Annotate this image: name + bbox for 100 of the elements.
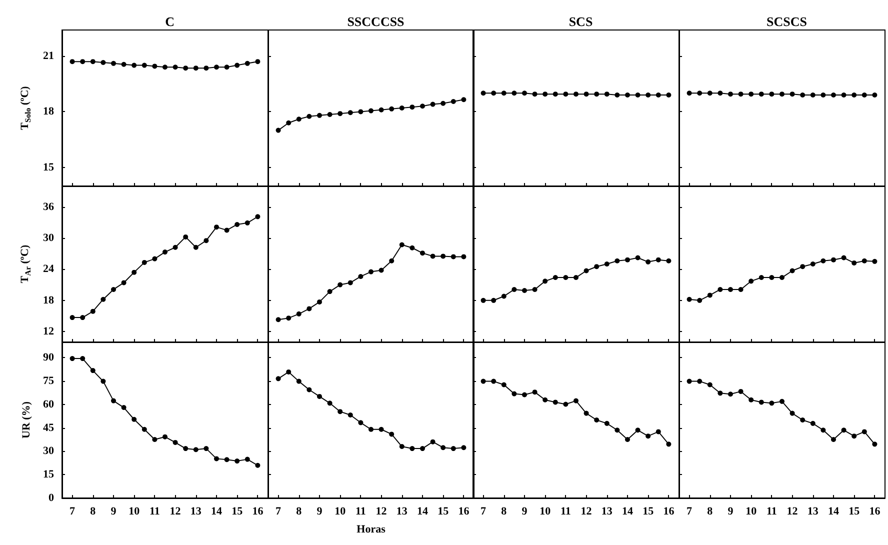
point bbox=[851, 260, 856, 266]
point bbox=[368, 269, 373, 274]
point bbox=[100, 378, 106, 384]
point bbox=[614, 258, 620, 264]
point bbox=[440, 100, 446, 106]
y-tick-label: 45 bbox=[43, 422, 54, 434]
x-tick-label: 9 bbox=[110, 506, 117, 518]
point bbox=[409, 446, 414, 452]
x-tick-label: 12 bbox=[375, 506, 387, 518]
point bbox=[172, 244, 178, 250]
x-tick-label: 15 bbox=[437, 506, 449, 518]
point bbox=[90, 368, 96, 374]
point bbox=[450, 446, 456, 452]
point bbox=[183, 66, 188, 71]
point bbox=[296, 116, 301, 122]
point bbox=[450, 254, 456, 260]
point bbox=[686, 296, 692, 302]
point bbox=[501, 382, 506, 388]
point bbox=[409, 245, 414, 250]
point bbox=[183, 446, 188, 452]
x-tick-label: 13 bbox=[396, 506, 408, 518]
point bbox=[275, 376, 280, 382]
point bbox=[100, 296, 106, 302]
point bbox=[358, 420, 363, 426]
x-tick-label: 10 bbox=[540, 506, 552, 518]
point bbox=[306, 387, 312, 392]
point bbox=[512, 286, 517, 292]
point bbox=[306, 306, 312, 312]
y-axis-title: UR (%) bbox=[20, 401, 32, 438]
point bbox=[522, 288, 527, 294]
point bbox=[512, 391, 517, 396]
point bbox=[337, 282, 342, 288]
point bbox=[224, 457, 230, 462]
point bbox=[162, 64, 168, 70]
point bbox=[80, 356, 86, 362]
x-tick-label: 8 bbox=[706, 506, 713, 518]
x-tick-label: 14 bbox=[211, 506, 222, 518]
x-tick-label: 9 bbox=[727, 506, 734, 518]
point bbox=[70, 59, 75, 64]
point bbox=[100, 60, 106, 65]
point bbox=[430, 439, 435, 444]
point bbox=[121, 405, 126, 410]
point bbox=[738, 286, 743, 292]
chart-title: SSCCCSS bbox=[346, 14, 404, 29]
point bbox=[204, 446, 209, 452]
point bbox=[706, 382, 712, 388]
x-tick-label: 15 bbox=[848, 506, 860, 518]
point bbox=[244, 60, 250, 66]
y-tick-label: 24 bbox=[43, 263, 54, 276]
point bbox=[830, 257, 836, 262]
y-tick-label: 18 bbox=[43, 106, 54, 118]
point bbox=[204, 238, 209, 244]
point bbox=[460, 445, 466, 450]
x-tick-label: 8 bbox=[501, 506, 508, 518]
point bbox=[420, 104, 424, 109]
x-tick-label: 8 bbox=[296, 506, 302, 518]
x-tick-label: 11 bbox=[354, 506, 366, 518]
point bbox=[398, 444, 404, 450]
x-tick-label: 10 bbox=[128, 506, 140, 518]
point bbox=[152, 437, 158, 442]
point bbox=[861, 429, 866, 434]
y-tick-label: 15 bbox=[43, 161, 54, 174]
point bbox=[696, 298, 702, 303]
point bbox=[255, 59, 260, 64]
point bbox=[728, 286, 732, 292]
chart-title: SCSCS bbox=[766, 14, 806, 29]
point bbox=[542, 278, 548, 284]
point bbox=[347, 280, 352, 286]
point bbox=[491, 298, 496, 303]
point bbox=[594, 418, 600, 422]
x-tick-label: 7 bbox=[480, 506, 487, 518]
x-tick-label: 9 bbox=[522, 506, 528, 518]
point bbox=[121, 280, 126, 286]
point bbox=[378, 268, 384, 273]
point bbox=[234, 458, 240, 464]
point bbox=[666, 442, 672, 447]
point bbox=[275, 128, 280, 133]
point bbox=[316, 299, 322, 304]
point bbox=[368, 426, 373, 432]
x-tick-label: 8 bbox=[90, 506, 96, 518]
point bbox=[532, 286, 538, 292]
x-tick-label: 10 bbox=[334, 506, 346, 518]
point bbox=[656, 257, 661, 262]
point bbox=[574, 398, 578, 404]
y-tick-label: 0 bbox=[48, 492, 54, 504]
point bbox=[162, 250, 168, 255]
point bbox=[779, 275, 784, 280]
point bbox=[388, 432, 394, 437]
point bbox=[728, 392, 732, 397]
point bbox=[398, 106, 404, 110]
y-tick-label: 75 bbox=[43, 375, 54, 387]
point bbox=[142, 62, 147, 68]
point bbox=[820, 428, 826, 433]
point bbox=[604, 420, 610, 426]
point bbox=[420, 250, 424, 256]
point bbox=[872, 442, 877, 447]
point bbox=[214, 456, 219, 462]
x-axis-title: Horas bbox=[356, 524, 386, 536]
point bbox=[255, 462, 260, 468]
point bbox=[255, 214, 260, 220]
